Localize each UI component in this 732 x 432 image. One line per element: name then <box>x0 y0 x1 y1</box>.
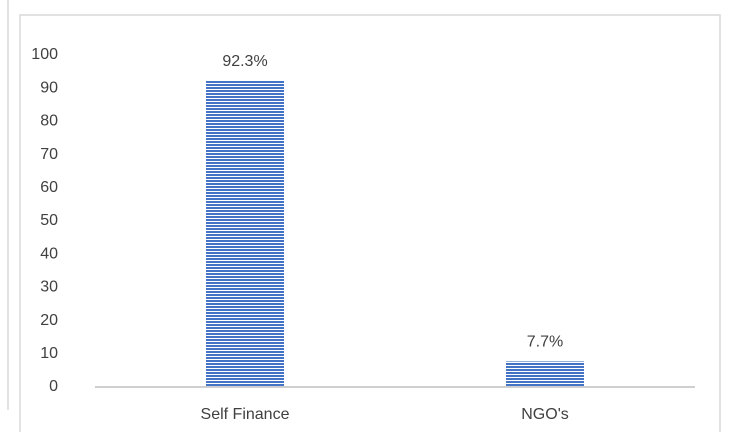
y-tick-label: 60 <box>40 179 58 196</box>
y-tick-label: 10 <box>40 345 58 362</box>
y-tick-label: 70 <box>40 146 58 163</box>
y-tick-label: 0 <box>49 378 58 395</box>
y-tick-label: 100 <box>31 46 58 63</box>
data-label: 7.7% <box>527 334 563 351</box>
chart-frame <box>19 14 721 432</box>
y-tick-label: 50 <box>40 212 58 229</box>
y-tick-label: 20 <box>40 312 58 329</box>
bar <box>206 80 284 388</box>
data-label: 92.3% <box>222 53 267 70</box>
y-tick-label: 80 <box>40 113 58 130</box>
y-tick-label: 30 <box>40 279 58 296</box>
y-tick-label: 40 <box>40 245 58 262</box>
x-tick-label: NGO's <box>521 406 569 423</box>
y-tick-label: 90 <box>40 79 58 96</box>
bar <box>506 361 584 387</box>
x-tick-label: Self Finance <box>201 406 290 423</box>
